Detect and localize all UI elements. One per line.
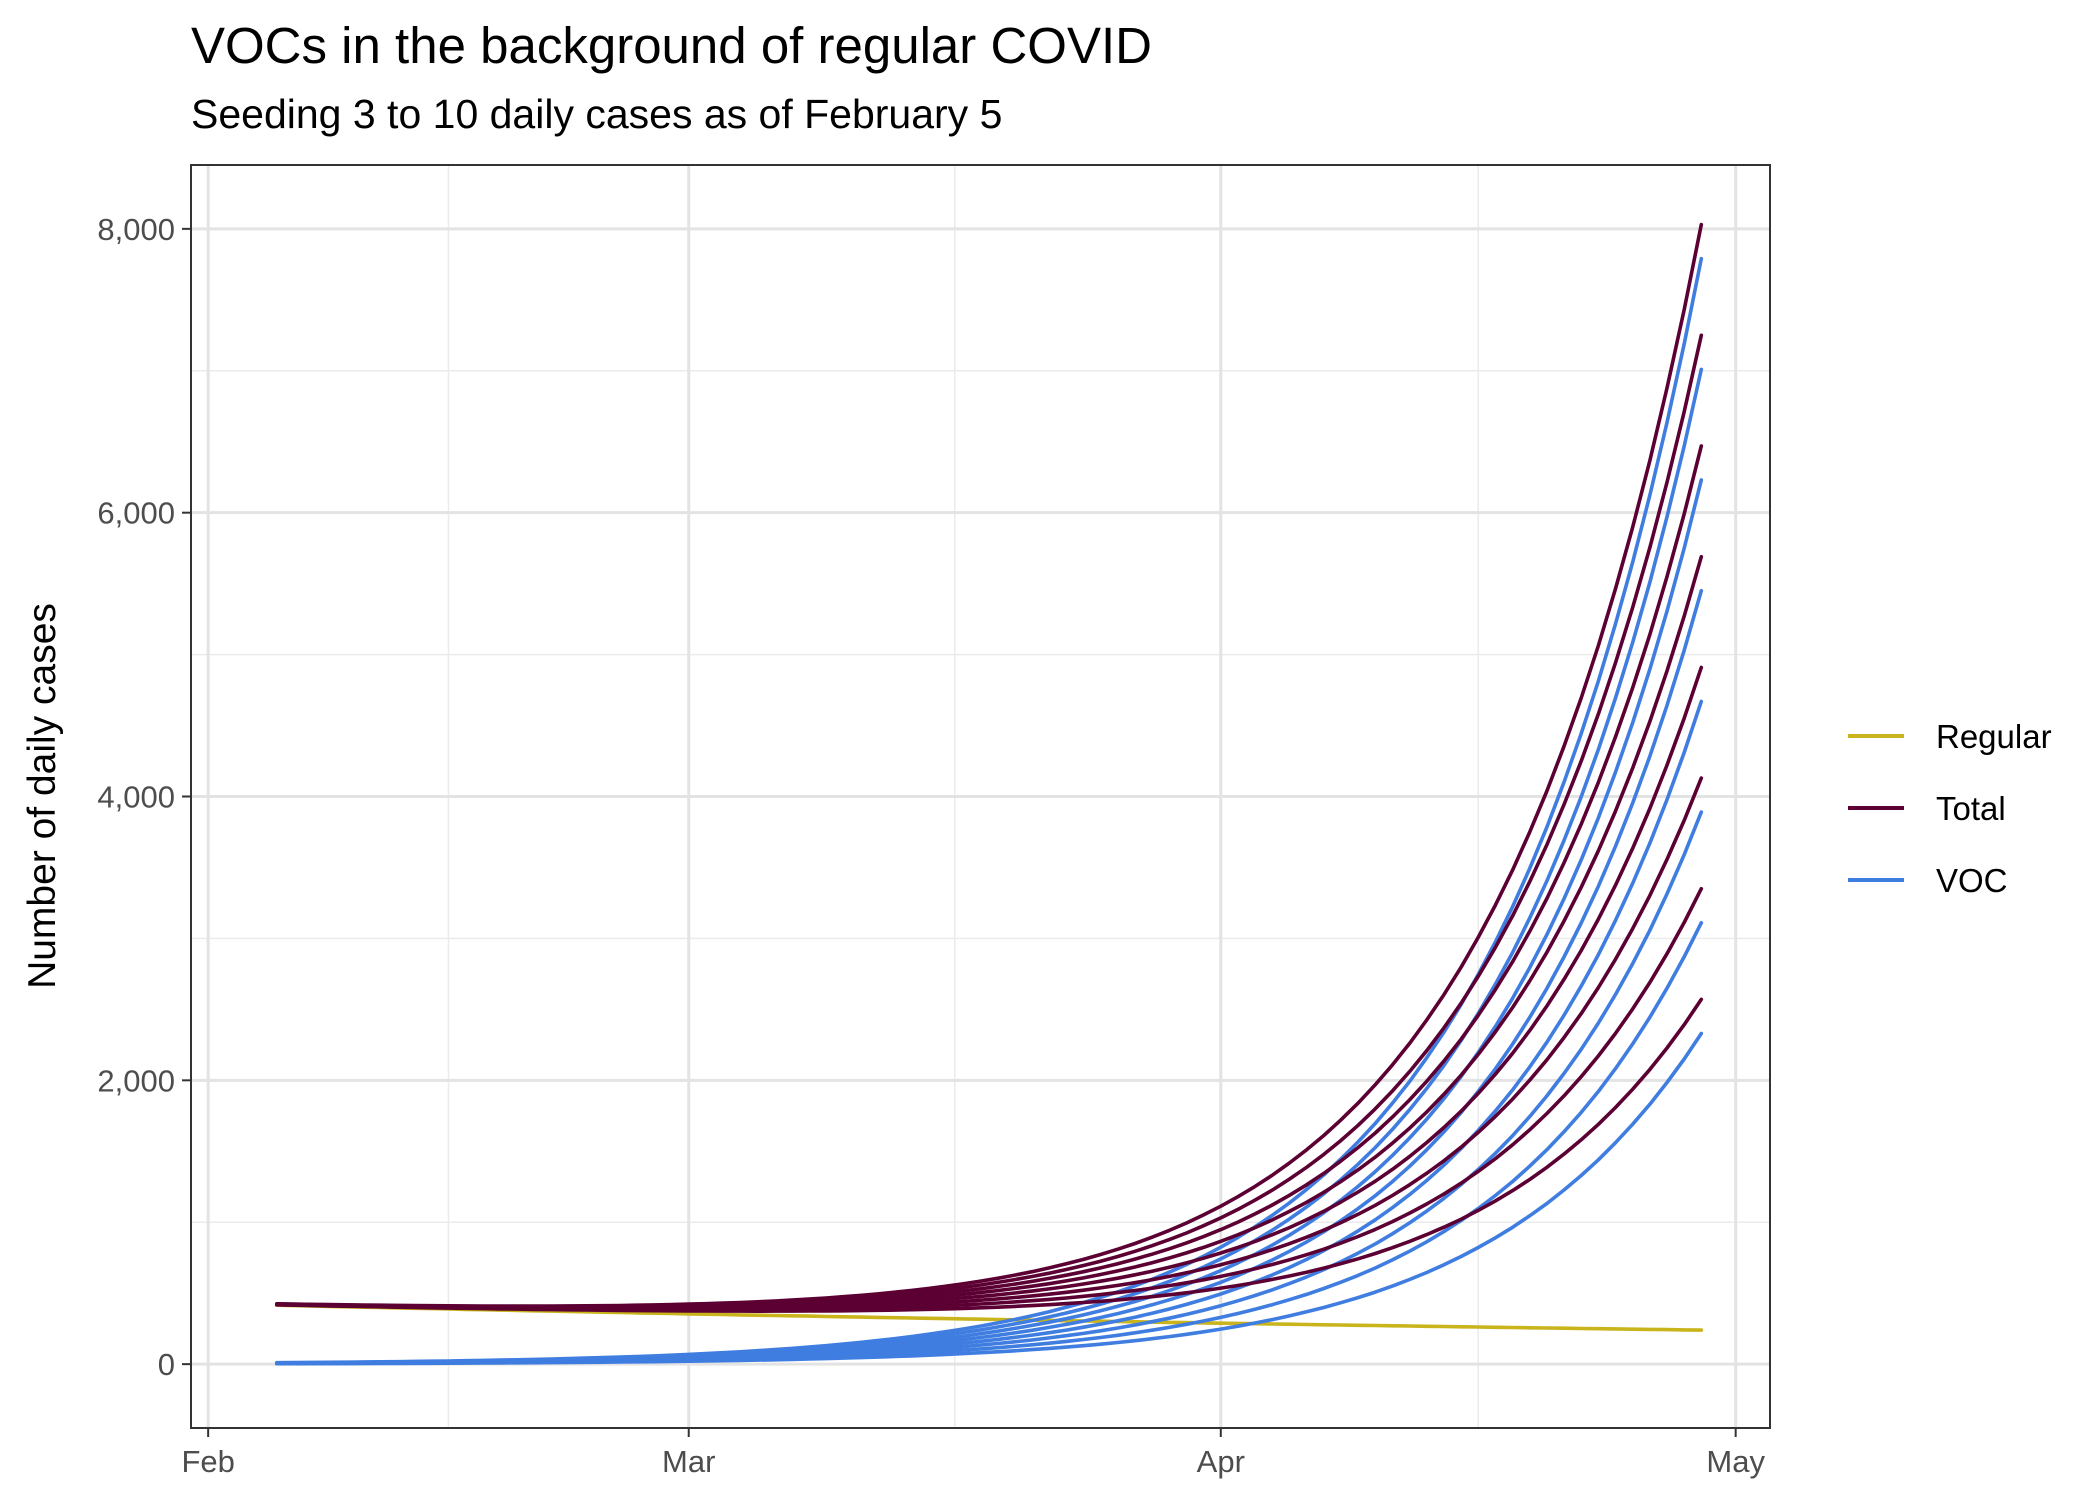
- chart-title: VOCs in the background of regular COVID: [191, 17, 1152, 74]
- x-tick-label: Apr: [1197, 1444, 1245, 1479]
- legend-label-total: Total: [1936, 790, 2006, 827]
- y-tick-label: 8,000: [97, 212, 175, 247]
- series-line-total: [275, 222, 1704, 1308]
- y-tick-label: 0: [158, 1347, 175, 1382]
- y-axis-title: Number of daily cases: [21, 603, 64, 989]
- legend: Regular Total VOC: [1848, 718, 2052, 899]
- chart-subtitle: Seeding 3 to 10 daily cases as of Februa…: [191, 91, 1003, 137]
- axes: 0 2,000 4,000 6,000 8,000 Feb Mar Apr May: [97, 212, 1765, 1479]
- x-tick-label: Mar: [662, 1444, 715, 1479]
- x-tick-label: May: [1706, 1444, 1765, 1479]
- y-tick-label: 4,000: [97, 780, 175, 815]
- legend-label-voc: VOC: [1936, 862, 2008, 899]
- legend-label-regular: Regular: [1936, 718, 2052, 755]
- x-tick-label: Feb: [181, 1444, 234, 1479]
- y-tick-label: 6,000: [97, 496, 175, 531]
- y-tick-label: 2,000: [97, 1063, 175, 1098]
- grid-lines: [191, 165, 1770, 1428]
- series-lines: [275, 222, 1704, 1366]
